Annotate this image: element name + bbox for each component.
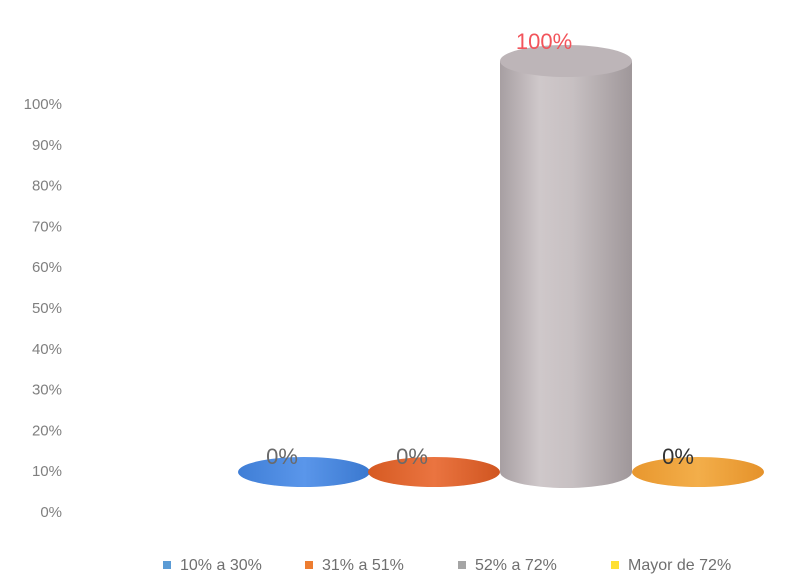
legend-item: 52% a 72% — [458, 557, 557, 574]
data-label: 0% — [396, 444, 428, 469]
y-tick-label: 20% — [32, 422, 62, 439]
bar-2 — [368, 457, 500, 487]
y-tick-label: 80% — [32, 178, 62, 195]
y-tick-label: 100% — [24, 96, 62, 113]
bar-3 — [500, 45, 632, 488]
bar-top — [500, 45, 632, 77]
y-tick-label: 40% — [32, 341, 62, 358]
bar-body — [500, 61, 632, 488]
legend-label: 10% a 30% — [180, 557, 262, 574]
data-label: 0% — [266, 444, 298, 469]
bar-1 — [238, 457, 370, 487]
data-label: 0% — [662, 444, 694, 469]
bar-4 — [632, 457, 764, 487]
y-tick-label: 0% — [40, 504, 62, 521]
legend-label: 52% a 72% — [475, 557, 557, 574]
y-tick-label: 70% — [32, 218, 62, 235]
legend-swatch — [458, 561, 466, 569]
bars — [238, 45, 764, 488]
legend-label: Mayor de 72% — [628, 557, 731, 574]
y-tick-label: 30% — [32, 382, 62, 399]
y-tick-label: 60% — [32, 259, 62, 276]
legend-swatch — [305, 561, 313, 569]
y-axis: 0% 10% 20% 30% 40% 50% 60% 70% 80% 90% 100% — [24, 96, 62, 521]
bar-disk — [368, 457, 500, 487]
bar-disk — [632, 457, 764, 487]
legend-swatch — [163, 561, 171, 569]
data-label: 100% — [516, 29, 572, 54]
legend-item: 31% a 51% — [305, 557, 404, 574]
legend: 10% a 30% 31% a 51% 52% a 72% Mayor de 72% — [163, 557, 731, 574]
data-labels: 0% 0% 100% 0% — [266, 29, 694, 469]
y-tick-label: 50% — [32, 300, 62, 317]
legend-label: 31% a 51% — [322, 557, 404, 574]
legend-item: 10% a 30% — [163, 557, 262, 574]
y-tick-label: 90% — [32, 137, 62, 154]
y-tick-label: 10% — [32, 463, 62, 480]
legend-item: Mayor de 72% — [611, 557, 731, 574]
legend-swatch — [611, 561, 619, 569]
bar-disk — [238, 457, 370, 487]
